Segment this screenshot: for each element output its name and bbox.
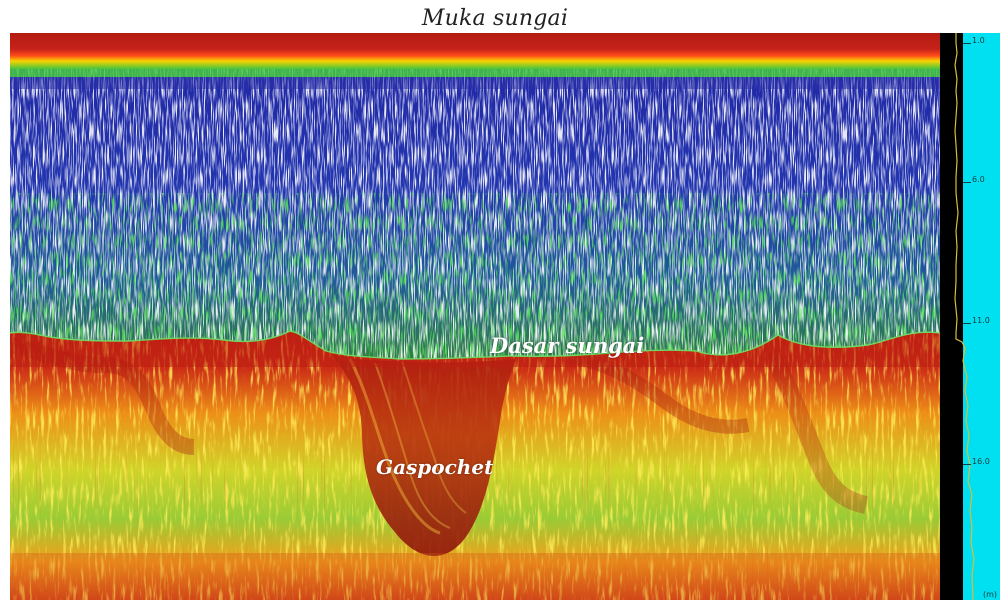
riverbed-label: Dasar sungai [490,333,645,358]
depth-label-1: 1.0 [972,36,985,45]
depth-tick [963,464,971,465]
depth-label-6: 6.0 [972,175,985,184]
depth-label-16: 16.0 [972,457,990,466]
gas-pocket-label: Gaspochet [376,455,494,479]
depth-scale-panel [963,33,1000,600]
depth-tick [963,182,971,183]
depth-profile-trace [954,33,975,600]
depth-track-dark-band [940,33,963,600]
depth-label-11: 11.0 [972,316,990,325]
depth-tick [963,323,971,324]
depth-unit-label: (m) [983,590,998,599]
surface-label: Muka sungai [421,6,569,31]
depth-tick [963,43,971,44]
sonar-echogram [10,33,940,600]
